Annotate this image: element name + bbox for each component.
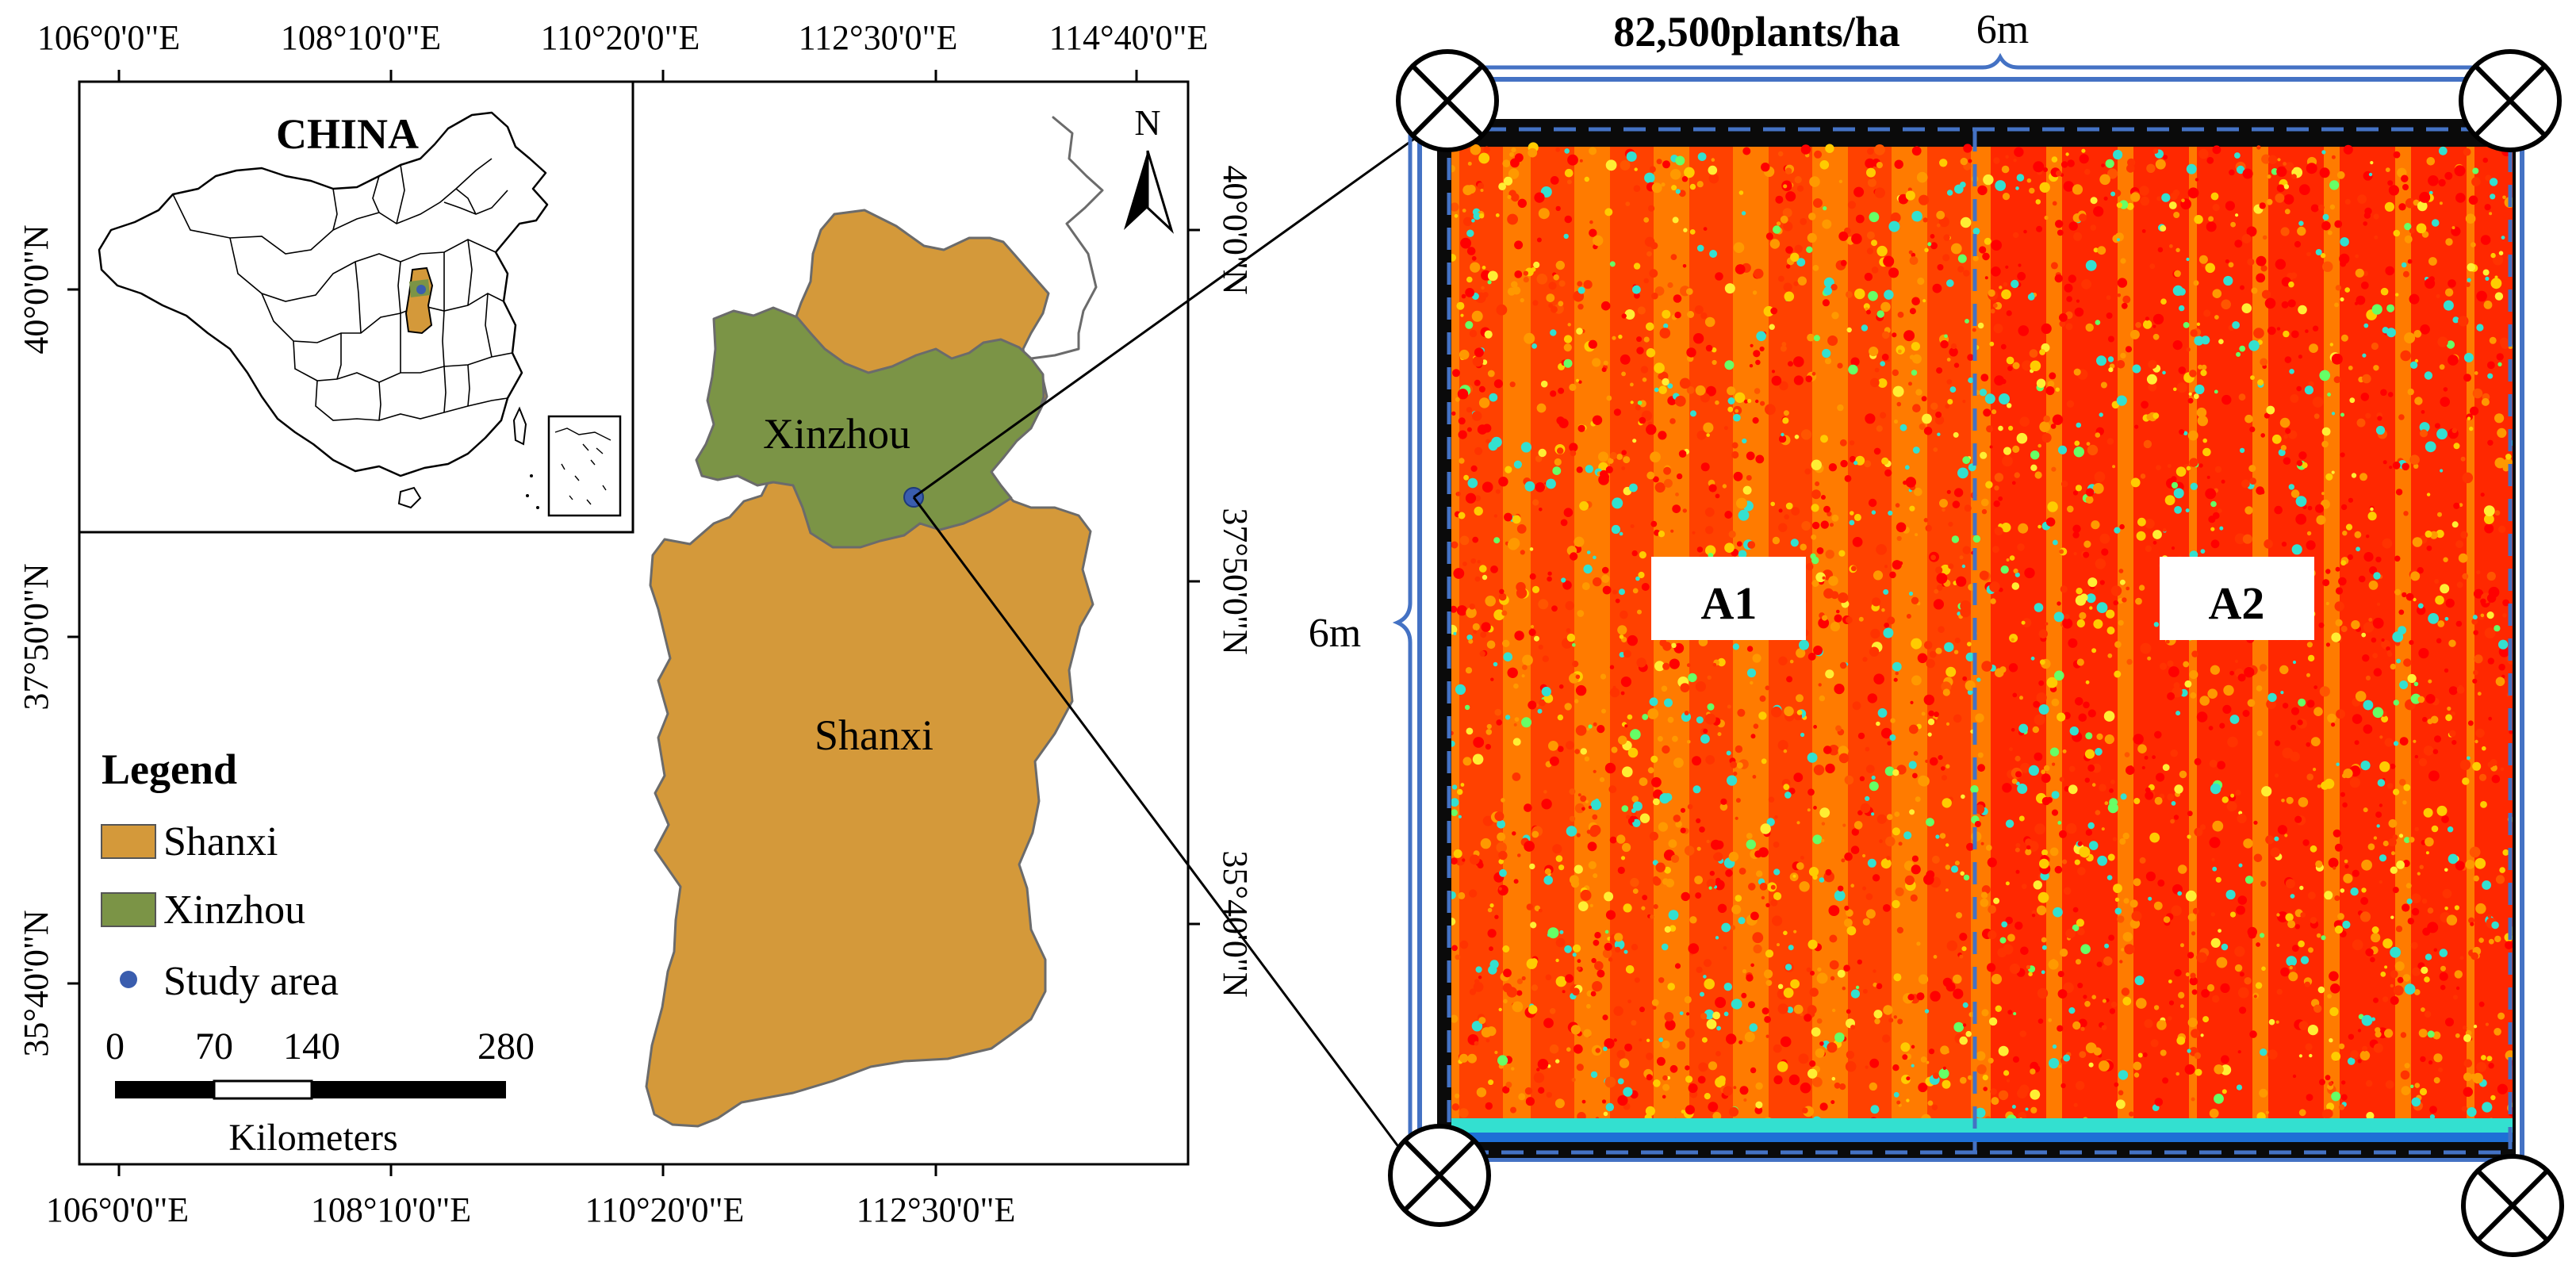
- top-lon-label: 108°10'0"E: [281, 18, 441, 57]
- scale-bar: 0 70 140 280 Kilometers: [105, 1025, 535, 1159]
- point-cloud: [1451, 142, 2513, 1142]
- right-lat-label: 37°50'0"N: [1216, 508, 1255, 654]
- inset-study-area: [416, 285, 426, 294]
- plot-panel: 82,500plants/ha 6m 6m A1 A2: [1309, 7, 2564, 1257]
- china-inset-title: CHINA: [276, 110, 419, 158]
- top-lon-label: 112°30'0"E: [799, 18, 958, 57]
- china-outline: [98, 111, 549, 477]
- xinzhou-map-label: Xinzhou: [763, 410, 910, 458]
- connector-lines: [912, 128, 1428, 1171]
- subplot-label-box-a2: [2160, 557, 2314, 640]
- corner-marker-top-right: [2459, 49, 2562, 152]
- xinzhou-region: [695, 306, 1045, 549]
- right-lat-label: 40°0'0"N: [1216, 165, 1255, 294]
- china-inset: CHINA: [78, 80, 634, 534]
- legend-title: Legend: [102, 746, 237, 793]
- north-arrow: N: [1124, 102, 1175, 234]
- plot-width-label: 6m: [1976, 7, 2029, 52]
- plot-density-label: 82,500plants/ha: [1613, 8, 1900, 56]
- subplot-label-a1: A1: [1701, 577, 1758, 629]
- bottom-lon-label: 106°0'0"E: [46, 1190, 189, 1229]
- north-arrow-label: N: [1134, 102, 1160, 143]
- subplot-boundaries: [1447, 127, 2513, 1155]
- left-lat-label: 35°40'0"N: [17, 910, 56, 1056]
- corner-marker-top-left: [1396, 49, 1499, 152]
- scale-unit-label: Kilometers: [228, 1117, 397, 1159]
- bottom-lon-label: 108°10'0"E: [311, 1190, 471, 1229]
- width-brace: [1417, 52, 2518, 79]
- south-china-sea-inset: [547, 415, 622, 517]
- legend-swatch-xinzhou: [101, 892, 156, 927]
- subplot-label-box-a1: [1651, 557, 1806, 640]
- legend-label-study-area: Study area: [163, 959, 339, 1004]
- plot-height-label: 6m: [1309, 611, 1361, 656]
- left-lat-label: 40°0'0"N: [17, 224, 56, 354]
- legend-swatch-shanxi: [101, 824, 156, 859]
- shanxi-map-label: Shanxi: [815, 711, 933, 759]
- bottom-lon-label: 110°20'0"E: [585, 1190, 745, 1229]
- graticule-ticks: [67, 70, 1200, 1176]
- top-lon-label: 110°20'0"E: [541, 18, 700, 57]
- subplot-label-a2: A2: [2209, 577, 2265, 629]
- scale-tick-label: 0: [105, 1025, 125, 1068]
- scale-tick-label: 140: [283, 1025, 340, 1068]
- corner-markers: [1388, 49, 2564, 1257]
- corner-marker-bottom-right: [2461, 1154, 2564, 1257]
- top-lon-label: 106°0'0"E: [37, 18, 180, 57]
- scale-tick-label: 280: [477, 1025, 535, 1068]
- corner-marker-bottom-left: [1388, 1124, 1491, 1227]
- left-lat-label: 37°50'0"N: [17, 563, 56, 710]
- legend-dot-study-area: [120, 971, 137, 988]
- map-panel: 106°0'0"E 108°10'0"E 110°20'0"E 112°30'0…: [17, 18, 1255, 1229]
- legend-label-shanxi: Shanxi: [163, 819, 278, 864]
- legend: Legend Shanxi Xinzhou Study area: [101, 746, 339, 1004]
- right-lat-label: 35°40'0"N: [1216, 850, 1255, 997]
- top-lon-label: 114°40'0"E: [1049, 18, 1209, 57]
- height-brace: [1392, 77, 1420, 1166]
- scale-tick-label: 70: [195, 1025, 233, 1068]
- legend-label-xinzhou: Xinzhou: [163, 887, 305, 933]
- bottom-lon-label: 112°30'0"E: [857, 1190, 1016, 1229]
